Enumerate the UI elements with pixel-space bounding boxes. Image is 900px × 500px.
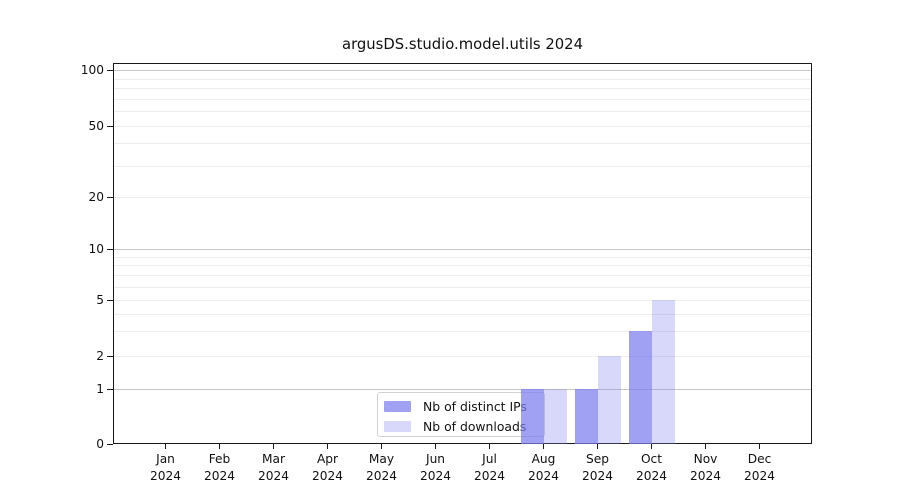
gridline-minor [114, 98, 811, 100]
x-axis-tick [705, 444, 707, 449]
x-axis-month: Nov [693, 452, 718, 466]
x-axis-tick-label: Aug 2024 [516, 451, 572, 484]
x-axis-month: Jun [425, 452, 446, 466]
y-axis-tick-label: 5 [96, 293, 104, 307]
x-axis-year: 2024 [311, 468, 344, 483]
x-axis-tick [327, 444, 329, 449]
x-axis-month: May [368, 452, 395, 466]
x-axis-tick [759, 444, 761, 449]
x-axis-month: Apr [316, 452, 339, 466]
gridline-minor [114, 331, 811, 333]
x-axis-year: 2024 [743, 468, 776, 483]
x-axis-tick [489, 444, 491, 449]
x-axis-year: 2024 [581, 468, 614, 483]
y-axis-tick [107, 125, 113, 127]
x-axis-tick [651, 444, 653, 449]
gridline-minor [114, 143, 811, 145]
gridline-minor [114, 197, 811, 198]
gridline-minor [114, 78, 811, 80]
x-axis-year: 2024 [149, 468, 182, 483]
x-axis-tick-label: Sep 2024 [570, 451, 626, 484]
gridline-minor [114, 256, 811, 258]
x-axis-year: 2024 [419, 468, 452, 483]
x-axis-tick [219, 444, 221, 449]
bar [628, 331, 652, 444]
x-axis-month: Oct [640, 452, 663, 466]
legend-swatch [384, 401, 411, 412]
bar [520, 389, 544, 444]
x-axis-month: Dec [747, 452, 772, 466]
legend-row: Nb of downloads [384, 417, 544, 436]
x-axis-tick-label: Jun 2024 [408, 451, 464, 484]
y-axis-tick-label: 2 [96, 349, 104, 363]
gridline-minor [114, 275, 811, 277]
legend-label: Nb of downloads [423, 419, 527, 434]
x-axis-tick-label: Dec 2024 [732, 451, 788, 484]
x-axis-tick [543, 444, 545, 449]
gridline-minor [114, 126, 811, 127]
x-axis-month: Aug [531, 452, 556, 466]
plot-area [113, 63, 812, 444]
x-axis-tick-label: May 2024 [354, 451, 410, 484]
x-axis-month: Mar [262, 452, 285, 466]
x-axis-tick [165, 444, 167, 449]
x-axis-tick-label: Jul 2024 [462, 451, 518, 484]
x-axis-tick-label: Mar 2024 [246, 451, 302, 484]
gridline-major [114, 389, 811, 390]
x-axis-year: 2024 [203, 468, 236, 483]
gridline-major [114, 70, 811, 71]
bar [597, 356, 621, 444]
y-axis-tick-label: 0 [96, 437, 104, 451]
gridline-major [114, 249, 811, 250]
x-axis-tick-label: Oct 2024 [624, 451, 680, 484]
legend-label: Nb of distinct IPs [423, 399, 527, 414]
y-axis-tick-label: 100 [80, 63, 104, 77]
legend-swatch [384, 421, 411, 432]
gridline-minor [114, 300, 811, 301]
gridline-minor [114, 356, 811, 357]
gridline-minor [114, 265, 811, 267]
x-axis-year: 2024 [527, 468, 560, 483]
x-axis-tick [435, 444, 437, 449]
y-axis-tick [107, 443, 113, 445]
x-axis-year: 2024 [473, 468, 506, 483]
x-axis-tick [273, 444, 275, 449]
x-axis-tick-label: Feb 2024 [192, 451, 248, 484]
x-axis-tick [381, 444, 383, 449]
x-axis-year: 2024 [365, 468, 398, 483]
gridline-minor [114, 165, 811, 167]
x-axis-year: 2024 [689, 468, 722, 483]
bar [543, 389, 567, 444]
x-axis-month: Feb [208, 452, 231, 466]
gridline-minor [114, 286, 811, 288]
x-axis-year: 2024 [257, 468, 290, 483]
gridline-minor [114, 313, 811, 315]
x-axis-year: 2024 [635, 468, 668, 483]
legend: Nb of distinct IPs Nb of downloads [377, 392, 545, 437]
chart-title: argusDS.studio.model.utils 2024 [342, 36, 583, 53]
y-axis-tick [107, 196, 113, 198]
bar [651, 300, 675, 444]
x-axis-month: Jan [156, 452, 175, 466]
y-axis-tick [107, 299, 113, 301]
x-axis-month: Jul [482, 452, 497, 466]
gridline-minor [114, 111, 811, 113]
x-axis-tick [597, 444, 599, 449]
y-axis-tick-label: 10 [88, 242, 104, 256]
y-axis-tick [107, 248, 113, 250]
x-axis-tick-label: Apr 2024 [300, 451, 356, 484]
y-axis-tick [107, 69, 113, 71]
legend-row: Nb of distinct IPs [384, 397, 544, 416]
x-axis-tick-label: Nov 2024 [678, 451, 734, 484]
x-axis-month: Sep [586, 452, 609, 466]
y-axis-tick-label: 1 [96, 382, 104, 396]
y-axis-tick-label: 20 [88, 190, 104, 204]
x-axis-tick-label: Jan 2024 [138, 451, 194, 484]
y-axis-tick-label: 50 [88, 119, 104, 133]
y-axis-tick [107, 388, 113, 390]
y-axis-tick [107, 355, 113, 357]
gridline-minor [114, 88, 811, 89]
bar [574, 389, 598, 444]
